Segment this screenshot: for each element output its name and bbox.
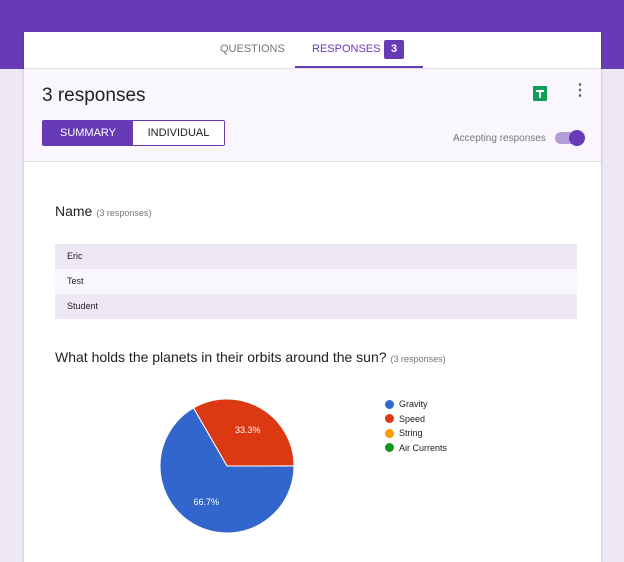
form-card: QUESTIONS RESPONSES 3 3 responses ⋮ SUMM…: [24, 32, 601, 562]
tab-questions[interactable]: QUESTIONS: [220, 43, 285, 55]
question-title: What holds the planets in their orbits a…: [55, 349, 446, 365]
chart-legend: Gravity Speed String Air Currents: [385, 397, 447, 455]
slice-label: 33.3%: [235, 425, 261, 435]
slice-label: 66.7%: [194, 497, 220, 507]
answer-list: Eric Test Student: [55, 244, 577, 319]
legend-item: Speed: [385, 412, 447, 427]
pie-slice-speed[interactable]: [192, 398, 295, 467]
individual-button[interactable]: INDIVIDUAL: [133, 121, 224, 145]
legend-item: Air Currents: [385, 441, 447, 456]
pie-chart: 33.3% 66.7%: [159, 398, 295, 534]
sheets-icon[interactable]: [533, 86, 547, 101]
responses-count-badge: 3: [384, 40, 404, 59]
question-title: Name (3 responses): [55, 203, 151, 219]
summary-button[interactable]: SUMMARY: [43, 121, 133, 145]
accepting-responses-label: Accepting responses: [453, 133, 546, 144]
responses-header: 3 responses ⋮ SUMMARY INDIVIDUAL Accepti…: [24, 69, 601, 162]
page-title: 3 responses: [42, 85, 146, 106]
list-item: Student: [55, 294, 577, 319]
response-count: (3 responses): [390, 354, 446, 364]
list-item: Eric: [55, 244, 577, 269]
question-text: Name: [55, 203, 93, 219]
tab-bar: QUESTIONS RESPONSES 3: [24, 32, 601, 69]
legend-swatch: [385, 399, 394, 409]
response-count: (3 responses): [96, 208, 152, 218]
tab-responses[interactable]: RESPONSES: [312, 43, 381, 55]
question-text: What holds the planets in their orbits a…: [55, 349, 387, 365]
legend-swatch: [385, 443, 394, 453]
list-item: Test: [55, 269, 577, 294]
more-vert-icon[interactable]: ⋮: [572, 82, 588, 99]
legend-label: Gravity: [399, 399, 428, 410]
legend-item: String: [385, 426, 447, 441]
pie-slice-gravity[interactable]: [159, 407, 295, 534]
legend-swatch: [385, 428, 394, 438]
view-toggle: SUMMARY INDIVIDUAL: [42, 120, 225, 146]
legend-swatch: [385, 414, 394, 424]
legend-label: Air Currents: [399, 442, 448, 453]
legend-label: Speed: [399, 413, 426, 424]
accepting-responses-toggle[interactable]: [555, 130, 585, 146]
active-tab-indicator: [295, 66, 423, 68]
legend-item: Gravity: [385, 397, 447, 412]
legend-label: String: [399, 428, 423, 439]
